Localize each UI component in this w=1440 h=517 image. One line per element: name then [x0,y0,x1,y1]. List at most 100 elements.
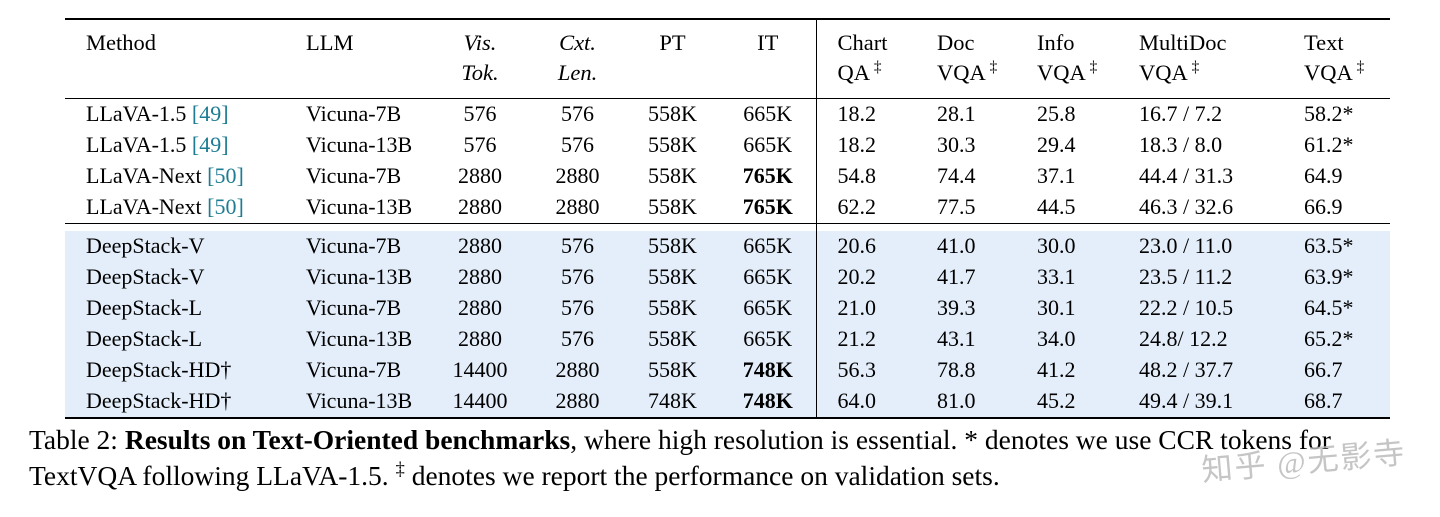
cell-multidoc-vqa: 22.2 / 10.5 [1118,293,1283,324]
cell-value: 54.8 [837,163,877,188]
cell-value: 2880 [458,232,502,258]
cell-value: 576 [561,294,594,320]
cell-doc-vqa: 41.7 [916,262,1016,293]
cell-doc-vqa: 41.0 [916,231,1016,262]
cell-value: 41.7 [937,263,976,289]
header-line: Tok. [461,60,499,85]
citation-link[interactable]: [50] [207,163,244,188]
cell-it: 748K [720,355,816,386]
header-line: VQA ‡ [1037,58,1098,85]
cell-chart-qa: 20.6 [815,230,916,262]
cell-value: 64.5* [1304,294,1354,320]
header-line: MultiDoc [1139,30,1227,55]
header-line: IT [757,30,779,55]
cell-multidoc-vqa: 44.4 / 31.3 [1118,161,1283,192]
cell-vis-tok: 2880 [430,293,530,324]
cell-vis-tok: 2880 [430,192,530,224]
cell-value: 748K [742,387,793,413]
cell-chart-qa: 21.2 [815,323,916,355]
cell-info-vqa: 34.0 [1016,324,1118,355]
cell-text-vqa: 58.2* [1283,99,1390,131]
cell-method: LLaVA-1.5 [49] [65,99,285,131]
cell-chart-qa: 18.2 [815,98,916,130]
cell-value: Vicuna-13B [306,263,413,289]
header-line: LLM [306,30,354,55]
cell-doc-vqa: 74.4 [916,161,1016,192]
cell-value: 41.2 [1037,356,1076,382]
header-line: Doc [937,30,975,55]
cell-chart-qa: 20.2 [815,261,916,293]
cell-value: 14400 [452,356,508,382]
cell-text-vqa: 65.2* [1283,324,1390,355]
cell-method: DeepStack-L [65,324,285,355]
citation-link[interactable]: [49] [191,132,229,157]
cell-info-vqa: 33.1 [1016,262,1118,293]
citation-link[interactable]: [49] [191,101,229,126]
cell-value: LLaVA-1.5 [86,101,187,126]
cell-info-vqa: 29.4 [1016,130,1118,161]
cell-multidoc-vqa: 23.5 / 11.2 [1118,262,1283,293]
caption-double-dagger: ‡ [395,458,405,480]
header-row: Method LLM Vis. Tok. Cxt. Len. PT IT Chart QA ‡ Do… [65,19,1390,99]
header-line: PT [659,30,686,55]
col-header-it: IT [720,19,816,99]
cell-value: 765K [742,163,793,188]
header-line: Cxt. [559,30,596,55]
cell-it: 665K [720,99,816,131]
cell-value: 39.3 [937,294,976,320]
cell-cxt-len: 576 [530,262,625,293]
cell-value: Vicuna-7B [306,163,402,188]
cell-value: 29.4 [1037,132,1076,157]
double-dagger-icon: ‡ [870,58,882,76]
cell-multidoc-vqa: 46.3 / 32.6 [1118,192,1283,224]
spacer-cell [1118,223,1283,231]
cell-value: 20.2 [837,263,877,289]
cell-value: 61.2* [1304,132,1354,157]
cell-info-vqa: 44.5 [1016,192,1118,224]
cell-llm: Vicuna-7B [285,99,430,131]
cell-value: 2880 [555,163,600,188]
cell-value: 558K [648,132,697,157]
cell-cxt-len: 2880 [530,386,625,418]
cell-value: 16.7 / 7.2 [1139,101,1223,126]
cell-value: 558K [648,325,697,351]
cell-value: 21.0 [837,294,877,320]
cell-value: 14400 [452,387,508,413]
cell-multidoc-vqa: 24.8/ 12.2 [1118,324,1283,355]
caption-text-1: , where high resolution is essential. * … [29,424,1331,491]
results-table: Method LLM Vis. Tok. Cxt. Len. PT IT Chart QA ‡ Do… [65,18,1390,419]
citation-link[interactable]: [50] [207,194,244,219]
double-dagger-icon: ‡ [1187,58,1200,76]
cell-value: DeepStack-V [86,263,205,289]
spacer-cell [285,223,430,231]
cell-value: 23.0 / 11.0 [1139,232,1233,258]
spacer-cell [625,223,720,231]
cell-doc-vqa: 39.3 [916,293,1016,324]
double-dagger-icon: ‡ [1352,58,1365,76]
table-header: Method LLM Vis. Tok. Cxt. Len. PT IT Chart QA ‡ Do… [65,19,1390,99]
cell-vis-tok: 576 [430,99,530,131]
table-row: DeepStack-HD† Vicuna-7B 14400 2880 558K 748K 5… [65,354,1390,386]
spacer-cell [815,223,916,231]
spacer-cell [65,223,285,231]
header-line: Len. [557,60,598,85]
cell-value: 63.9* [1304,263,1354,289]
cell-pt: 558K [625,293,720,324]
cell-it: 665K [720,130,816,161]
cell-method: LLaVA-1.5 [49] [65,130,285,161]
cell-value: Vicuna-7B [306,232,402,258]
cell-value: 78.8 [937,356,976,382]
cell-value: 30.0 [1037,232,1076,258]
table-group-1: LLaVA-1.5 [49] Vicuna-7B 576 576 558K 665K 18.… [65,98,1390,224]
cell-vis-tok: 2880 [430,161,530,192]
header-line: Vis. [463,30,497,55]
cell-value: 2880 [555,194,600,219]
cell-text-vqa: 64.5* [1283,293,1390,324]
cell-it: 765K [720,192,816,224]
cell-method: DeepStack-V [65,231,285,262]
cell-value: 56.3 [837,356,877,382]
cell-value: 64.0 [837,387,877,413]
cell-llm: Vicuna-13B [285,192,430,224]
header-line: Text [1304,30,1344,55]
cell-value: 576 [561,263,594,289]
